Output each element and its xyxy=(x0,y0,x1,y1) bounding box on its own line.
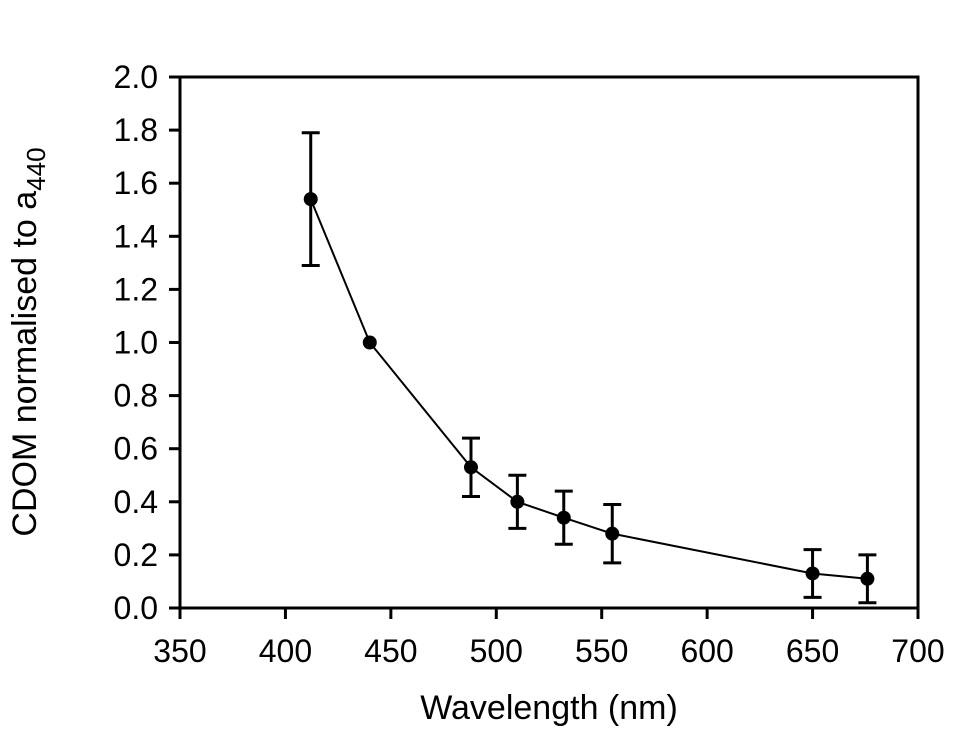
data-point-marker xyxy=(805,566,820,581)
y-axis-title-subscript: 440 xyxy=(21,147,51,190)
x-axis-tick-label: 500 xyxy=(470,633,523,669)
y-axis-tick-label: 0.8 xyxy=(114,378,158,414)
x-axis-tick-label: 450 xyxy=(364,633,417,669)
plot-frame xyxy=(178,75,920,610)
y-axis-tick-label: 1.6 xyxy=(114,165,158,201)
series-line xyxy=(309,198,868,580)
x-axis-title: Wavelength (nm) xyxy=(420,689,678,727)
y-axis-tick-label: 1.8 xyxy=(114,112,158,148)
x-axis-tick-label: 350 xyxy=(153,633,206,669)
x-axis-tick-label: 400 xyxy=(259,633,312,669)
data-point-marker xyxy=(556,510,571,525)
y-axis-tick-label: 0.2 xyxy=(114,537,158,573)
y-axis-title-text: CDOM normalised to a xyxy=(6,191,44,537)
x-axis-tick-label: 550 xyxy=(575,633,628,669)
data-point-marker xyxy=(605,526,620,541)
data-point-marker xyxy=(463,460,478,475)
data-point-marker xyxy=(303,192,318,207)
y-axis-tick-label: 0.4 xyxy=(114,484,158,520)
data-point-marker xyxy=(510,494,525,509)
x-axis-tick-label: 700 xyxy=(891,633,944,669)
y-axis-tick-label: 1.0 xyxy=(114,325,158,361)
y-axis-tick-label: 0.0 xyxy=(114,590,158,626)
y-axis-tick-label: 2.0 xyxy=(114,59,158,95)
y-axis-tick-label: 1.2 xyxy=(114,271,158,307)
x-axis-tick-label: 600 xyxy=(680,633,733,669)
y-axis-title: CDOM normalised to a440 xyxy=(6,147,51,536)
y-axis-tick-label: 1.4 xyxy=(114,218,158,254)
data-point-marker xyxy=(362,335,377,350)
x-axis-tick-label: 650 xyxy=(786,633,839,669)
y-axis-tick-label: 0.6 xyxy=(114,431,158,467)
data-point-marker xyxy=(860,571,875,586)
